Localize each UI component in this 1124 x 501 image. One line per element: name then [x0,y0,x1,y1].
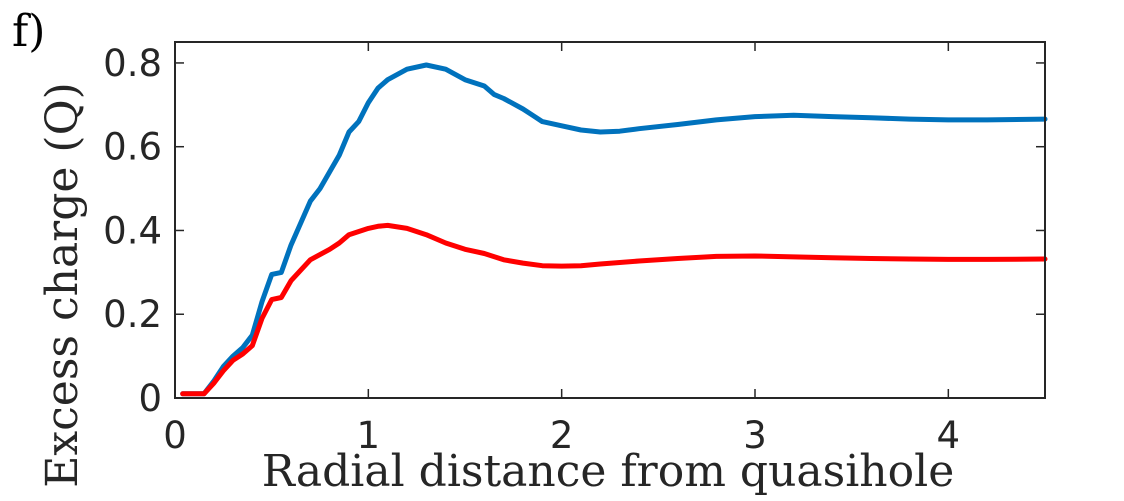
series-line-2 [180,222,1048,397]
y-tick-label: 0.2 [103,293,162,336]
y-axis-title: Excess charge (Q) [37,82,88,488]
y-tick-label: 0.6 [103,126,162,169]
x-tick-label: 0 [163,414,187,457]
panel-label: f) [12,6,45,57]
x-tick-label: 3 [743,414,767,457]
series-line-1 [180,62,1048,397]
x-tick-label: 1 [357,414,381,457]
plot-frame [174,41,1046,399]
y-tick-label: 0 [138,377,162,420]
y-tick-label: 0.8 [103,42,162,85]
x-tick-label: 2 [550,414,574,457]
x-tick-label: 4 [937,414,961,457]
y-tick-label: 0.4 [103,209,162,252]
x-axis-title: Radial distance from quasihole [262,446,954,497]
